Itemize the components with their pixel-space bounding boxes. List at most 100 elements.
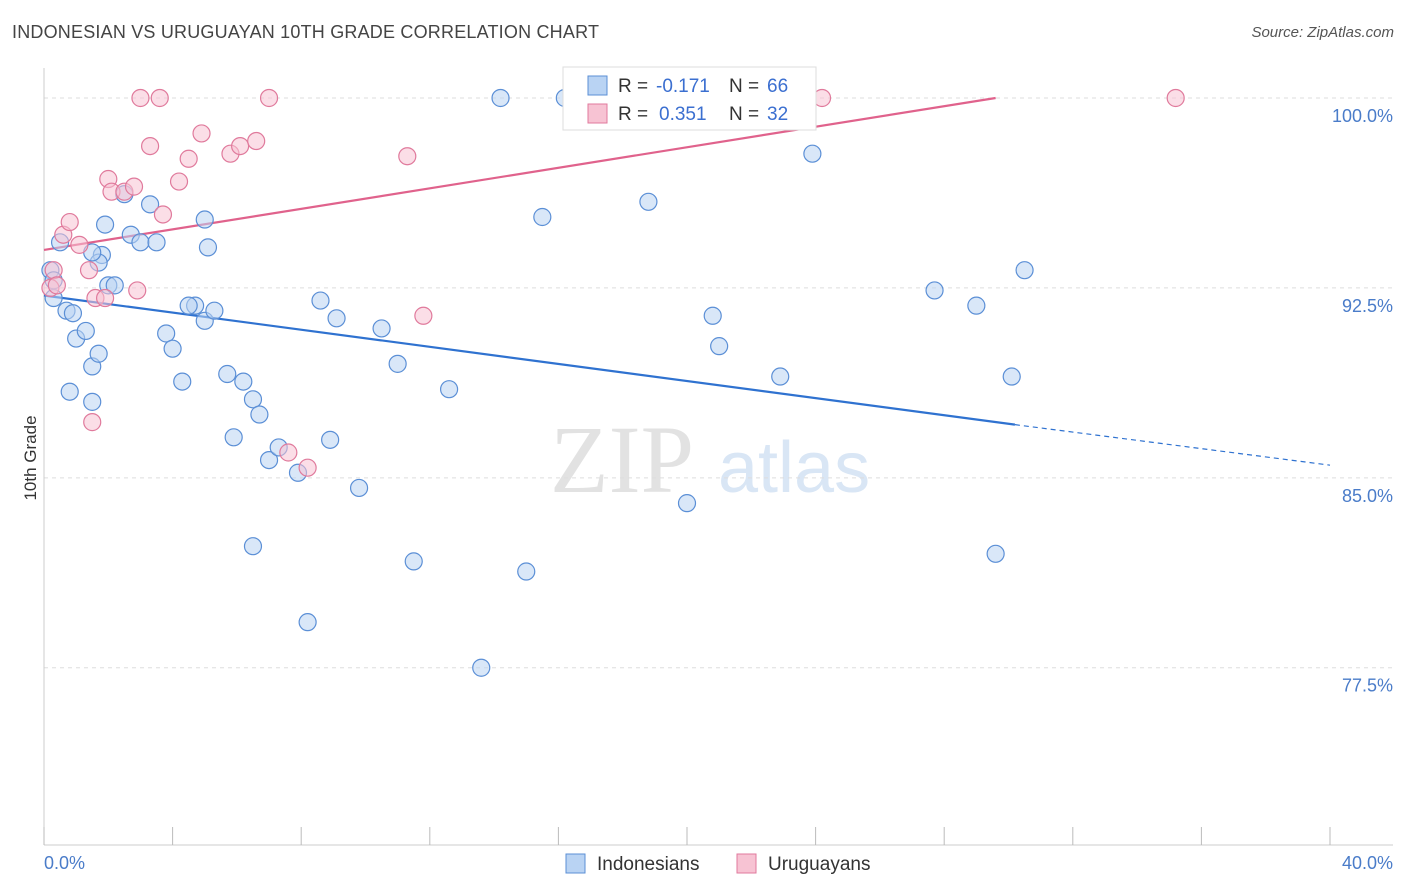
indonesians-point	[677, 494, 697, 513]
indonesians-point	[259, 450, 279, 470]
indonesians-point	[1015, 261, 1034, 280]
legend-n-value-1: 66	[767, 76, 788, 97]
indonesians-trend-extension	[1014, 424, 1331, 466]
uruguayans-point	[259, 88, 279, 108]
uruguayans-point	[79, 261, 99, 280]
x-tick-label-right: 40.0%	[1342, 853, 1393, 873]
y-axis-title: 10th Grade	[21, 415, 40, 500]
source-label: Source: ZipAtlas.com	[1251, 24, 1394, 41]
series-legend-label-indonesians: Indonesians	[597, 854, 699, 875]
indonesians-point	[388, 354, 407, 373]
indonesians-point	[63, 304, 83, 323]
uruguayans-point	[247, 131, 266, 151]
uruguayans-point	[128, 281, 147, 300]
indonesians-point	[105, 276, 124, 295]
uruguayans-point	[153, 205, 173, 224]
indonesians-point	[76, 321, 95, 341]
uruguayans-point	[398, 147, 417, 166]
indonesians-point	[321, 430, 340, 449]
uruguayans-point	[279, 443, 298, 462]
indonesians-point	[83, 392, 102, 411]
legend-swatch-pink	[587, 103, 608, 124]
indonesians-point	[439, 380, 459, 399]
x-tick-label-left: 0.0%	[44, 853, 85, 873]
uruguayans-point	[60, 212, 79, 232]
indonesians-point	[967, 296, 986, 315]
indonesians-point	[224, 428, 243, 447]
series-legend: Indonesians Uruguayans	[565, 853, 870, 875]
uruguayans-point	[179, 149, 198, 168]
series-legend-swatch-indonesians	[565, 853, 586, 874]
indonesians-point	[157, 324, 176, 343]
indonesians-point	[986, 544, 1005, 563]
indonesians-point	[703, 306, 722, 325]
legend-n-label-2: N =	[729, 104, 759, 125]
uruguayans-point	[44, 261, 63, 280]
indonesians-point	[925, 281, 944, 300]
indonesians-point	[173, 372, 192, 391]
indonesians-point	[491, 88, 510, 108]
uruguayans-point	[192, 124, 211, 143]
indonesians-point	[163, 339, 182, 358]
indonesians-point	[1002, 367, 1021, 386]
indonesians-point	[205, 301, 224, 320]
indonesians-point	[710, 337, 729, 356]
legend-r-label-2: R =	[618, 104, 648, 125]
series-legend-label-uruguayans: Uruguayans	[768, 854, 870, 875]
indonesians-point	[218, 364, 237, 384]
y-tick-label: 100.0%	[1332, 106, 1393, 126]
indonesians-point	[250, 405, 269, 424]
indonesians-point	[131, 233, 150, 252]
indonesians-point	[517, 562, 536, 581]
legend-r-label-1: R =	[618, 76, 648, 97]
indonesians-point	[243, 537, 263, 556]
axes: 100.0% 92.5% 85.0% 77.5%	[43, 68, 1393, 846]
uruguayans-trend-line	[43, 96, 996, 252]
uruguayans-point	[298, 458, 317, 477]
indonesians-point	[198, 238, 218, 257]
uruguayans-point	[83, 413, 102, 432]
indonesians-point	[195, 210, 214, 229]
uruguayans-point	[414, 306, 433, 325]
series-legend-swatch-uruguayans	[736, 853, 757, 874]
legend-r-value-1: -0.171	[656, 76, 710, 97]
indonesians-point	[533, 207, 552, 227]
indonesians-point	[472, 658, 491, 677]
indonesians-point	[298, 613, 317, 632]
legend-r-value-2: 0.351	[659, 104, 707, 125]
uruguayans-point	[47, 276, 66, 295]
data-points	[41, 88, 1185, 677]
y-tick-label: 77.5%	[1342, 676, 1393, 696]
uruguayans-point	[169, 172, 189, 191]
uruguayans-point	[131, 88, 150, 108]
indonesians-point	[404, 552, 423, 571]
uruguayans-point	[95, 288, 115, 308]
indonesians-point	[372, 319, 391, 338]
indonesians-point	[349, 478, 369, 498]
indonesians-point	[234, 372, 253, 391]
y-tick-label: 92.5%	[1342, 296, 1393, 316]
indonesians-point	[89, 344, 108, 363]
uruguayans-point	[70, 235, 89, 254]
indonesians-point	[147, 233, 166, 252]
indonesians-point	[140, 195, 160, 214]
uruguayans-point	[150, 88, 169, 108]
indonesians-point	[179, 296, 198, 315]
indonesians-point	[771, 367, 790, 386]
chart-title: INDONESIAN VS URUGUAYAN 10TH GRADE CORRE…	[12, 22, 600, 42]
indonesians-trend-line	[43, 294, 1016, 426]
legend-n-label-1: N =	[729, 76, 759, 97]
legend-swatch-blue	[587, 75, 608, 96]
indonesians-point	[95, 215, 115, 234]
uruguayans-point	[1166, 88, 1185, 108]
watermark-zip: ZIP	[550, 406, 694, 513]
correlation-legend: R = -0.171 N = 66 R = 0.351 N = 32	[562, 66, 817, 131]
uruguayans-point	[140, 136, 160, 156]
uruguayans-point	[231, 136, 250, 156]
indonesians-point	[639, 192, 658, 211]
indonesians-point	[243, 390, 263, 409]
indonesians-point	[327, 309, 346, 328]
indonesians-point	[311, 291, 330, 310]
legend-n-value-2: 32	[767, 104, 788, 125]
